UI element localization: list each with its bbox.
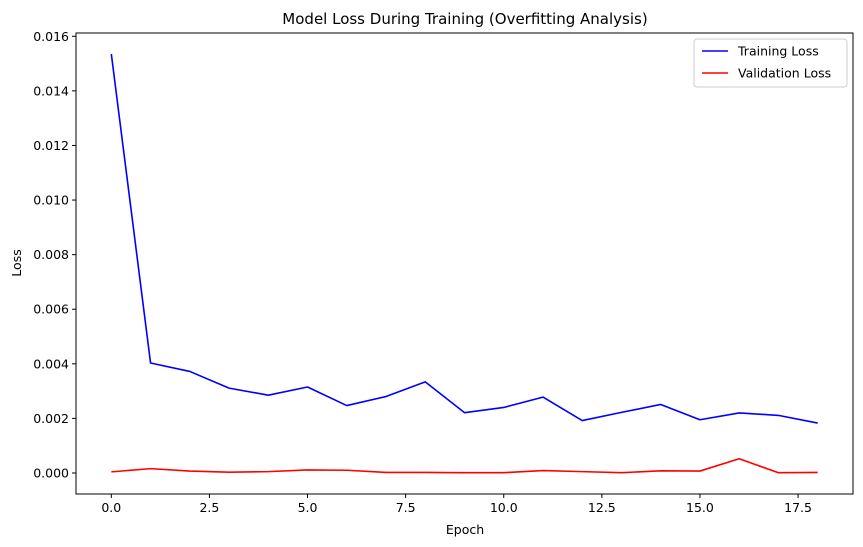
y-tick-label: 0.000 — [33, 465, 69, 480]
x-tick-label: 2.5 — [199, 500, 219, 515]
legend-label: Training Loss — [737, 44, 819, 59]
y-tick-label: 0.012 — [33, 138, 69, 153]
x-tick-label: 5.0 — [298, 500, 318, 515]
x-tick-label: 12.5 — [588, 500, 616, 515]
x-axis-label: Epoch — [446, 522, 484, 537]
y-tick-label: 0.004 — [33, 356, 69, 371]
y-tick-label: 0.010 — [33, 193, 69, 208]
y-tick-label: 0.016 — [33, 29, 69, 44]
series-line-validation-loss — [111, 457, 818, 474]
y-tick-label: 0.014 — [33, 83, 69, 98]
x-tick-label: 15.0 — [686, 500, 714, 515]
y-axis-label: Loss — [9, 249, 24, 276]
y-tick-label: 0.006 — [33, 302, 69, 317]
x-tick-label: 17.5 — [784, 500, 812, 515]
x-axis: 0.0 2.5 5.0 7.5 10.0 12.5 15.0 17.5 — [101, 494, 812, 515]
x-tick-label: 0.0 — [101, 500, 121, 515]
plot-area — [75, 32, 854, 495]
legend-label: Validation Loss — [738, 66, 831, 81]
series-line-training-loss — [110, 53, 818, 424]
legend: Training Loss Validation Loss — [693, 38, 848, 88]
plot-frame — [75, 32, 854, 495]
x-tick-label: 7.5 — [396, 500, 416, 515]
x-tick-label: 10.0 — [490, 500, 518, 515]
chart-title: Model Loss During Training (Overfitting … — [282, 10, 647, 28]
series-layer — [110, 53, 818, 474]
y-tick-label: 0.008 — [33, 247, 69, 262]
y-tick-label: 0.002 — [33, 411, 69, 426]
legend-box — [693, 38, 848, 88]
y-axis: 0.000 0.002 0.004 0.006 0.008 0.010 0.012 0.014… — [33, 29, 76, 480]
